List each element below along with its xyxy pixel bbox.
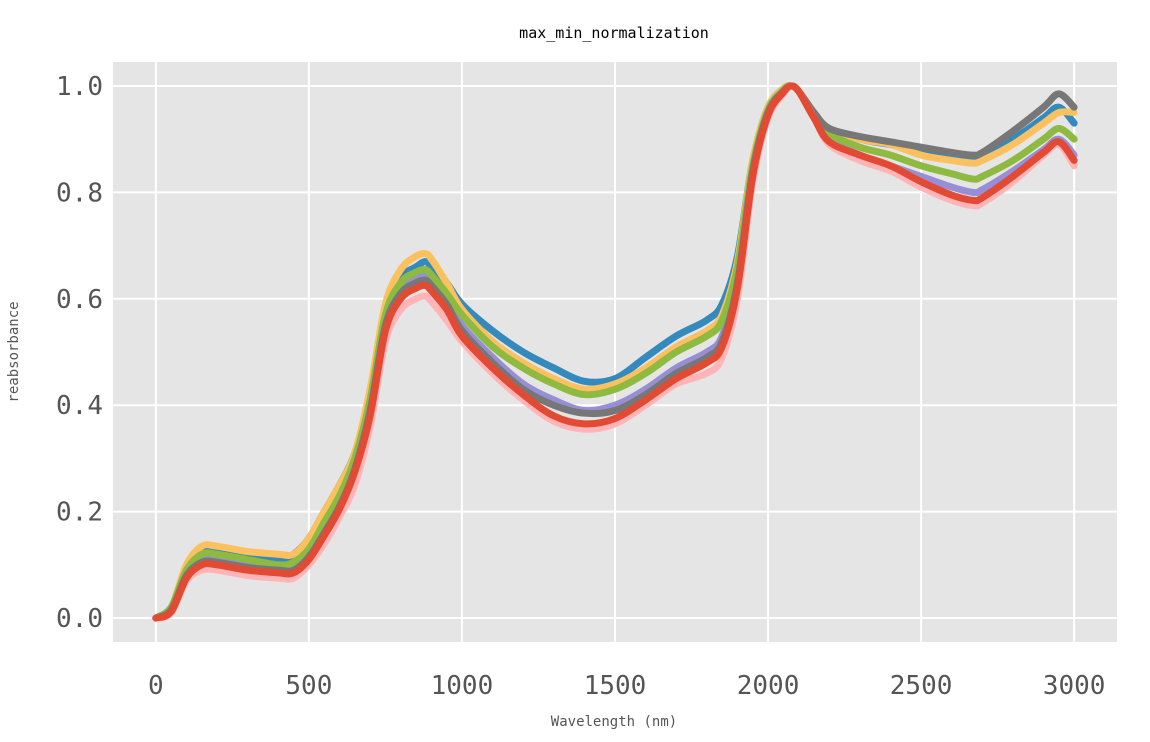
chart-title: max_min_normalization bbox=[519, 24, 709, 42]
series-layer bbox=[152, 82, 1078, 622]
y-axis-label: reabsorbance bbox=[6, 301, 22, 402]
series-line bbox=[152, 82, 1078, 622]
x-tick-label: 0 bbox=[148, 671, 164, 701]
x-axis-label: Wavelength (nm) bbox=[551, 714, 677, 730]
x-tick-label: 3000 bbox=[1043, 671, 1106, 701]
y-tick-label: 0.6 bbox=[56, 285, 103, 315]
y-tick-label: 0.2 bbox=[56, 498, 103, 528]
series-line bbox=[152, 82, 1078, 622]
y-tick-label: 0.0 bbox=[56, 604, 103, 634]
y-tick-label: 1.0 bbox=[56, 72, 103, 102]
series-line bbox=[152, 82, 1078, 622]
y-tick-label: 0.4 bbox=[56, 391, 103, 421]
x-tick-label: 1500 bbox=[584, 671, 647, 701]
y-tick-label: 0.8 bbox=[56, 178, 103, 208]
x-tick-label: 500 bbox=[285, 671, 332, 701]
x-tick-label: 2500 bbox=[890, 671, 953, 701]
ticks: 0 500 1000 1500 2000 2500 3000 0.0 0.2 0.4 0.6 0.8 1… bbox=[56, 72, 1105, 701]
x-tick-label: 1000 bbox=[431, 671, 494, 701]
x-tick-label: 2000 bbox=[737, 671, 800, 701]
